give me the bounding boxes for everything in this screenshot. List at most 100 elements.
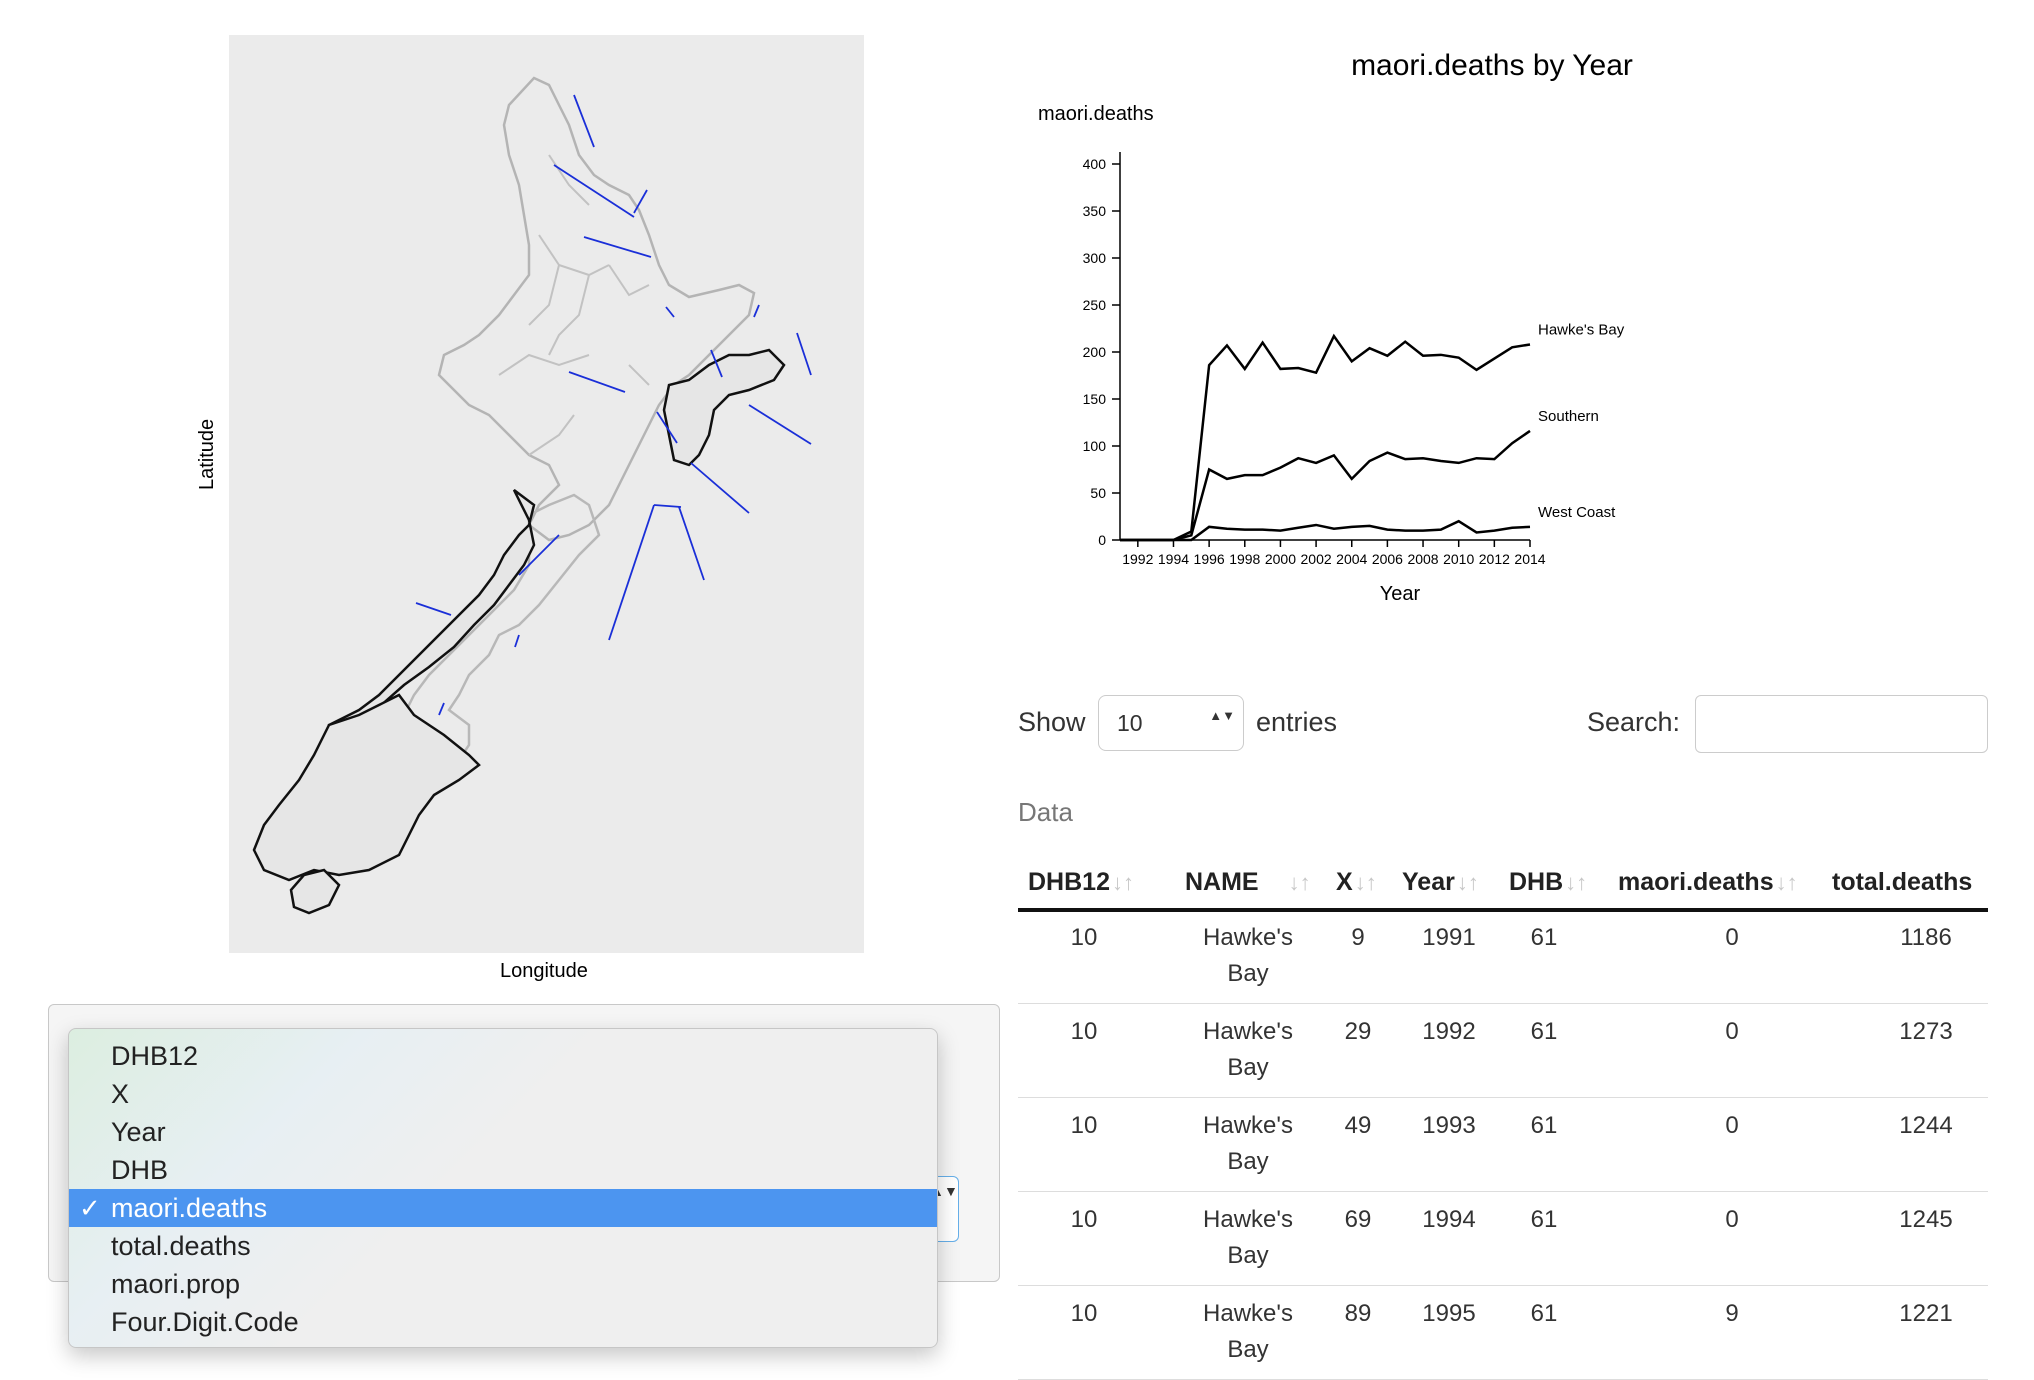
cell-name-line2: Bay — [1227, 1054, 1269, 1081]
cell-name-line2: Bay — [1227, 960, 1269, 987]
series-line — [1120, 429, 1531, 542]
cell-x: 29 — [1344, 1018, 1372, 1045]
cell-name: Hawke's Bay — [1183, 1108, 1313, 1180]
cell-dhb: 61 — [1530, 1018, 1558, 1045]
cell-x: 69 — [1344, 1206, 1372, 1233]
table-row[interactable]: 10 Hawke's Bay 89 1995 61 9 1221 — [1018, 1286, 1988, 1380]
cell-name-line2: Bay — [1227, 1242, 1269, 1269]
table-row[interactable]: 10 Hawke's Bay 9 1991 61 0 1186 — [1018, 910, 1988, 1004]
cell-dhb12: 10 — [1070, 1300, 1098, 1327]
column-label: maori.deaths — [1618, 868, 1774, 896]
north-island-districts — [498, 154, 650, 456]
cell-dhb: 61 — [1530, 1206, 1558, 1233]
hawkes-bay-region — [662, 348, 786, 467]
cell-name-line1: Hawke's — [1203, 1112, 1293, 1139]
y-tick-label: 350 — [1083, 203, 1107, 219]
cell-x: 89 — [1344, 1300, 1372, 1327]
gradient-segments — [415, 94, 812, 716]
dropdown-option-selected[interactable]: ✓ maori.deaths — [69, 1189, 937, 1227]
column-label: NAME — [1185, 868, 1259, 896]
cell-maori-deaths: 0 — [1725, 924, 1739, 951]
cell-name: Hawke's Bay — [1183, 1296, 1313, 1368]
cell-name: Hawke's Bay — [1183, 1014, 1313, 1086]
column-header-dhb12[interactable]: DHB12↓↑ — [1028, 858, 1134, 906]
show-label: Show — [1018, 707, 1086, 737]
longitude-axis-label: Longitude — [500, 960, 588, 982]
cell-dhb12: 10 — [1070, 1018, 1098, 1045]
column-label: total.deaths — [1832, 868, 1973, 896]
series-label: Hawke's Bay — [1538, 321, 1625, 338]
cell-maori-deaths: 0 — [1725, 1018, 1739, 1045]
column-label: DHB12 — [1028, 868, 1110, 896]
table-row[interactable]: 10 Hawke's Bay 49 1993 61 0 1244 — [1018, 1098, 1988, 1192]
dropdown-option[interactable]: Four.Digit.Code — [69, 1303, 937, 1341]
x-tick-label: 1998 — [1229, 551, 1260, 567]
search-input[interactable] — [1695, 695, 1988, 753]
cell-year: 1993 — [1422, 1112, 1476, 1139]
column-label: DHB — [1509, 868, 1564, 896]
column-header-year[interactable]: Year↓↑ — [1402, 858, 1479, 906]
dropdown-option[interactable]: DHB — [69, 1151, 937, 1189]
x-tick-label: 2008 — [1407, 551, 1438, 567]
sort-icon: ↓↑ — [1456, 870, 1479, 895]
option-label: DHB12 — [111, 1041, 199, 1071]
column-label: X — [1336, 868, 1353, 896]
column-header-dhb[interactable]: DHB↓↑ — [1509, 858, 1587, 906]
cell-name-line1: Hawke's — [1203, 1018, 1293, 1045]
entries-label: entries — [1256, 707, 1338, 737]
x-tick-label: 1994 — [1158, 551, 1189, 567]
x-tick-label: 2006 — [1372, 551, 1403, 567]
column-header-total-deaths[interactable]: total.deaths — [1832, 858, 1972, 906]
cell-name: Hawke's Bay — [1183, 1202, 1313, 1274]
y-tick-label: 150 — [1083, 391, 1107, 407]
line-chart: maori.deaths by Year maori.deaths Year 0… — [1038, 49, 1633, 605]
x-tick-label: 2002 — [1301, 551, 1332, 567]
cell-name-line1: Hawke's — [1203, 1300, 1293, 1327]
sort-icon: ↓↑ — [1775, 870, 1798, 895]
variable-dropdown-menu[interactable]: DHB12 X Year DHB ✓ maori.deaths total.dea… — [68, 1028, 938, 1348]
search-label: Search: — [1587, 707, 1681, 737]
cell-dhb: 61 — [1530, 1300, 1558, 1327]
cell-total-deaths: 1244 — [1899, 1112, 1953, 1139]
southern-region — [252, 693, 481, 882]
sort-icon: ↓↑ — [1354, 870, 1377, 895]
table-row[interactable]: 10 Hawke's Bay 69 1994 61 0 1245 — [1018, 1192, 1988, 1286]
cell-name-line1: Hawke's — [1203, 924, 1293, 951]
cell-x: 49 — [1344, 1112, 1372, 1139]
nz-map — [252, 76, 812, 915]
north-island-outline — [437, 76, 756, 542]
cell-year: 1991 — [1422, 924, 1476, 951]
select-arrows-icon: ▲▼ — [1209, 708, 1235, 723]
option-label: maori.prop — [111, 1269, 241, 1299]
column-header-x[interactable]: X↓↑ — [1336, 858, 1377, 906]
table-row[interactable]: 10 Hawke's Bay 29 1992 61 0 1273 — [1018, 1004, 1988, 1098]
latitude-axis-label: Latitude — [196, 418, 218, 490]
chart-y-axis-label: maori.deaths — [1038, 103, 1154, 125]
cell-name-line1: Hawke's — [1203, 1206, 1293, 1233]
table-body: 10 Hawke's Bay 9 1991 61 0 1186 10 Hawke'… — [1018, 910, 1988, 1380]
dropdown-option[interactable]: total.deaths — [69, 1227, 937, 1265]
column-header-name[interactable]: NAME ↓↑ — [1185, 858, 1311, 906]
dropdown-option[interactable]: maori.prop — [69, 1265, 937, 1303]
dropdown-option[interactable]: Year — [69, 1113, 937, 1151]
y-tick-label: 250 — [1083, 297, 1107, 313]
page-length-select[interactable]: 10 ▲▼ — [1098, 695, 1244, 751]
option-label: Four.Digit.Code — [111, 1307, 299, 1337]
y-tick-label: 400 — [1083, 156, 1107, 172]
page-length-value: 10 — [1117, 710, 1143, 736]
cell-total-deaths: 1186 — [1900, 924, 1952, 951]
west-coast-region — [327, 489, 536, 738]
y-tick-label: 50 — [1090, 485, 1106, 501]
cell-maori-deaths: 0 — [1725, 1112, 1739, 1139]
cell-year: 1995 — [1422, 1300, 1476, 1327]
dropdown-option[interactable]: X — [69, 1075, 937, 1113]
cell-name-line2: Bay — [1227, 1336, 1269, 1363]
column-header-maori-deaths[interactable]: maori.deaths↓↑ — [1618, 858, 1798, 906]
dropdown-option[interactable]: DHB12 — [69, 1037, 937, 1075]
cell-year: 1994 — [1422, 1206, 1476, 1233]
sort-icon: ↓↑ — [1111, 870, 1134, 895]
cell-name-line2: Bay — [1227, 1148, 1269, 1175]
sort-icon: ↓↑ — [1288, 870, 1311, 895]
x-tick-label: 1996 — [1194, 551, 1225, 567]
cell-total-deaths: 1245 — [1899, 1206, 1953, 1233]
